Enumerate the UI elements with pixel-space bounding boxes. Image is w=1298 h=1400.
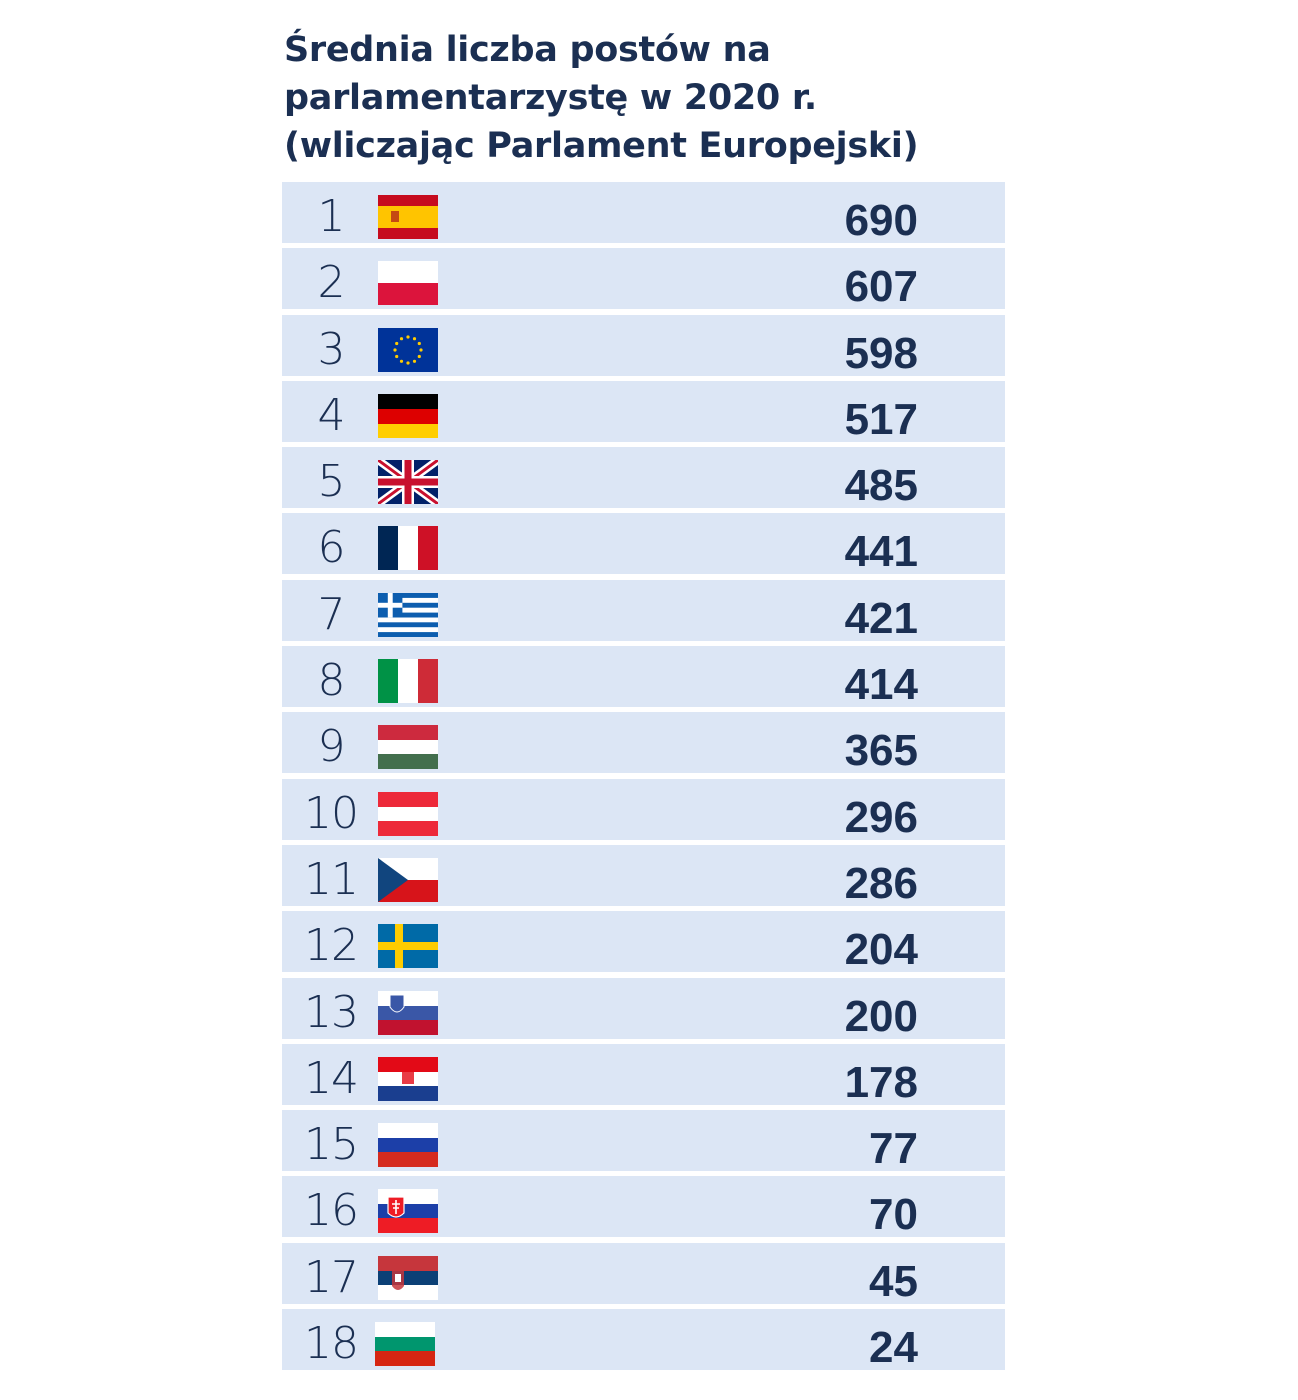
title-line-2: parlamentarzystę w 2020 r.	[284, 78, 817, 118]
table-row: 7 421	[282, 579, 1005, 643]
ranking-table: 1 690 2 607 3 598 4 5	[282, 182, 1005, 1375]
table-row: 18 24	[282, 1309, 1005, 1373]
eu-flag-icon	[378, 327, 438, 372]
table-row: 6 441	[282, 513, 1005, 577]
hungary-flag-icon	[378, 725, 438, 770]
title-line-1: Średnia liczba postów na	[284, 30, 771, 70]
post-count: 441	[844, 527, 918, 577]
uk-flag-icon	[378, 460, 438, 505]
table-row: 10 296	[282, 778, 1005, 842]
sweden-flag-icon	[378, 924, 438, 969]
table-row: 12 204	[282, 911, 1005, 975]
rank: 8	[317, 655, 346, 707]
title-line-3: (wliczając Parlament Europejski)	[284, 126, 919, 166]
rank: 16	[304, 1185, 359, 1237]
table-row: 16 70	[282, 1176, 1005, 1240]
table-row: 8 414	[282, 646, 1005, 710]
germany-flag-icon	[378, 393, 438, 438]
table-row: 15 77	[282, 1110, 1005, 1174]
post-count: 690	[844, 196, 918, 245]
post-count: 178	[844, 1057, 918, 1107]
rank: 13	[304, 986, 359, 1038]
rank: 17	[304, 1251, 359, 1303]
rank: 1	[317, 191, 346, 242]
czechia-flag-icon	[378, 857, 438, 902]
table-row: 3 598	[282, 314, 1005, 378]
table-row: 2 607	[282, 248, 1005, 312]
rank: 4	[317, 389, 346, 441]
poland-flag-icon	[378, 261, 438, 306]
rank: 3	[317, 323, 346, 375]
table-row: 17 45	[282, 1242, 1005, 1306]
table-row: 4 517	[282, 380, 1005, 444]
rank: 14	[304, 1052, 359, 1104]
russia-flag-icon	[378, 1123, 438, 1168]
table-row: 14 178	[282, 1043, 1005, 1107]
rank: 15	[304, 1119, 359, 1171]
post-count: 45	[869, 1256, 918, 1306]
croatia-flag-icon	[378, 1056, 438, 1101]
table-row: 13 200	[282, 977, 1005, 1041]
table-row: 11 286	[282, 844, 1005, 908]
post-count: 598	[844, 328, 918, 378]
serbia-flag-icon	[378, 1255, 438, 1300]
post-count: 414	[844, 660, 918, 710]
table-row: 5 485	[282, 447, 1005, 511]
slovenia-flag-icon	[378, 990, 438, 1035]
rank: 9	[317, 721, 346, 773]
post-count: 421	[844, 593, 918, 643]
post-count: 365	[844, 726, 918, 776]
bulgaria-flag-icon	[375, 1322, 435, 1367]
rank: 11	[304, 853, 359, 905]
post-count: 77	[869, 1124, 918, 1174]
post-count: 24	[869, 1323, 918, 1373]
post-count: 296	[844, 792, 918, 842]
post-count: 607	[844, 262, 918, 312]
post-count: 70	[869, 1190, 918, 1240]
rank: 12	[304, 920, 359, 972]
rank: 5	[317, 456, 346, 508]
table-row: 1 690	[282, 182, 1005, 245]
post-count: 204	[844, 925, 918, 975]
greece-flag-icon	[378, 592, 438, 637]
austria-flag-icon	[378, 791, 438, 836]
table-row: 9 365	[282, 712, 1005, 776]
page-title: Średnia liczba postów na parlamentarzyst…	[284, 26, 1004, 170]
france-flag-icon	[378, 526, 438, 571]
rank: 2	[317, 257, 346, 309]
post-count: 286	[844, 858, 918, 908]
slovakia-flag-icon	[378, 1189, 438, 1234]
rank: 18	[304, 1318, 359, 1370]
rank: 7	[317, 588, 346, 640]
spain-flag-icon	[378, 195, 438, 239]
post-count: 517	[844, 394, 918, 444]
post-count: 485	[844, 461, 918, 511]
rank: 10	[304, 787, 359, 839]
rank: 6	[317, 522, 346, 574]
post-count: 200	[844, 991, 918, 1041]
italy-flag-icon	[378, 659, 438, 704]
